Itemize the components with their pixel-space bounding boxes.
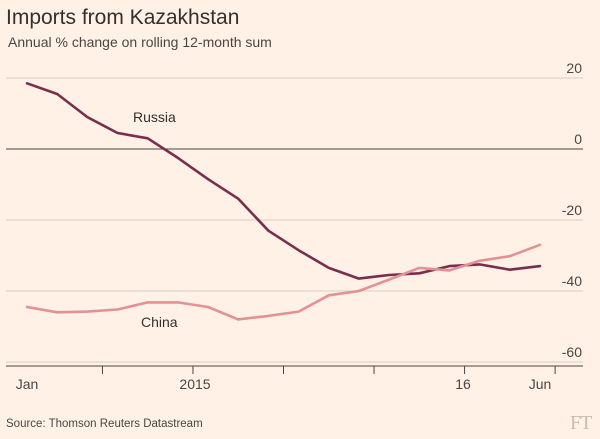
y-tick-label: -20 <box>562 202 582 218</box>
ft-logo: FT <box>570 412 592 434</box>
y-tick-label: 20 <box>566 60 582 76</box>
y-tick-label: -60 <box>562 344 582 360</box>
x-tick-label: Jan <box>16 376 39 392</box>
y-tick-label: 0 <box>574 131 582 147</box>
x-tick-label: 2015 <box>179 376 210 392</box>
x-tick-label: 16 <box>455 376 471 392</box>
x-tick-label: Jun <box>529 376 552 392</box>
series-line-china <box>25 243 542 321</box>
series-label-china: China <box>141 314 178 330</box>
series-line-russia <box>25 82 542 280</box>
source-note: Source: Thomson Reuters Datastream <box>6 418 203 430</box>
chart-title: Imports from Kazakhstan <box>6 6 240 29</box>
y-tick-label: -40 <box>562 273 582 289</box>
series-label-russia: Russia <box>133 109 176 125</box>
line-chart: 20 0 -20 -40 -60 Jan 2015 16 Jun Russia China <box>6 60 583 392</box>
chart-subtitle: Annual % change on rolling 12-month sum <box>8 34 272 50</box>
